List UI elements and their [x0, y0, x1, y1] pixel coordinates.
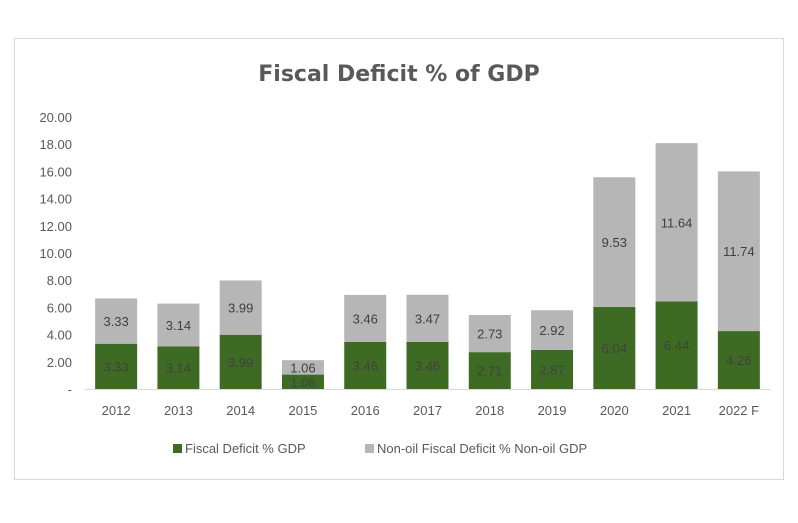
data-label-nonoil: 11.74: [723, 244, 755, 259]
legend-swatch-nonoil: [365, 444, 374, 453]
data-label-nonoil: 3.47: [415, 311, 440, 326]
bar-fiscal-deficit: [717, 331, 760, 389]
bar-nonoil-deficit: [593, 177, 636, 307]
data-label-fiscal: 3.46: [415, 358, 440, 373]
bar-nonoil-deficit: [344, 294, 387, 342]
data-label-fiscal: 6.44: [664, 338, 689, 353]
bar-nonoil-deficit: [468, 315, 511, 353]
legend-label-fiscal: Fiscal Deficit % GDP: [185, 441, 306, 456]
data-label-fiscal: 2.87: [539, 362, 564, 377]
data-label-nonoil: 2.73: [477, 327, 502, 342]
bar-nonoil-deficit: [281, 360, 324, 375]
legend-swatch-fiscal: [173, 444, 182, 453]
bars: [95, 143, 760, 389]
legend-label-nonoil: Non-oil Fiscal Deficit % Non-oil GDP: [377, 441, 588, 456]
data-label-fiscal: 1.06: [290, 375, 315, 390]
y-tick-label: 12.00: [39, 219, 72, 234]
y-tick-label: 16.00: [39, 164, 72, 179]
bar-fiscal-deficit: [344, 341, 387, 389]
x-tick-label: 2015: [288, 403, 317, 418]
data-label-fiscal: 3.46: [353, 358, 378, 373]
data-labels: 3.33 3.33 3.14 3.14 3.99 3.99 1.061.06 3.46 3.46…: [103, 215, 754, 390]
y-tick-label: 8.00: [47, 273, 72, 288]
bar-fiscal-deficit: [219, 334, 262, 389]
data-label-fiscal: 4.26: [726, 353, 751, 368]
data-label-nonoil: 3.99: [228, 301, 253, 316]
x-tick-label: 2013: [164, 403, 193, 418]
legend-item-nonoil: Non-oil Fiscal Deficit % Non-oil GDP: [365, 441, 587, 456]
y-tick-label: 2.00: [47, 355, 72, 370]
chart-title: Fiscal Deficit % of GDP: [258, 62, 540, 87]
x-tick-label: 2021: [662, 403, 691, 418]
data-label-fiscal: 2.71: [477, 364, 502, 379]
y-tick-label: 20.00: [39, 110, 72, 125]
data-label-nonoil: 11.64: [661, 215, 693, 230]
legend-item-fiscal: Fiscal Deficit % GDP: [173, 441, 306, 456]
x-tick-label: 2019: [538, 403, 567, 418]
data-label-fiscal: 3.99: [228, 355, 253, 370]
data-label-nonoil: 3.46: [353, 311, 378, 326]
y-tick-label: 10.00: [39, 246, 72, 261]
y-tick-label: -: [68, 382, 72, 397]
data-label-nonoil: 3.14: [166, 318, 191, 333]
y-tick-label: 6.00: [47, 300, 72, 315]
data-label-nonoil: 9.53: [602, 235, 627, 250]
x-tick-label: 2022 F: [719, 403, 760, 418]
bar-nonoil-deficit: [531, 310, 574, 350]
x-axis: 2012 2013 2014 2015 2016 2017 2018 2019 2020 2021…: [85, 389, 770, 418]
bar-nonoil-deficit: [95, 298, 138, 344]
x-tick-label: 2014: [226, 403, 255, 418]
bar-fiscal-deficit: [406, 341, 449, 389]
y-tick-label: 18.00: [39, 137, 72, 152]
y-axis: - 2.00 4.00 6.00 8.00 10.00 12.00 14.00 16.00 18.…: [39, 110, 72, 397]
data-label-nonoil: 2.92: [539, 323, 564, 338]
x-tick-label: 2018: [475, 403, 504, 418]
bar-nonoil-deficit: [406, 294, 449, 342]
legend: Fiscal Deficit % GDP Non-oil Fiscal Defi…: [0, 441, 798, 461]
x-tick-label: 2012: [102, 403, 131, 418]
data-label-fiscal: 3.14: [166, 361, 191, 376]
bar-nonoil-deficit: [655, 143, 698, 302]
bar-fiscal-deficit: [95, 343, 138, 389]
x-tick-label: 2020: [600, 403, 629, 418]
y-tick-label: 4.00: [47, 328, 72, 343]
data-label-nonoil: 1.06: [290, 360, 315, 375]
bar-fiscal-deficit: [468, 352, 511, 389]
x-tick-label: 2017: [413, 403, 442, 418]
data-label-fiscal: 3.33: [103, 359, 128, 374]
bar-nonoil-deficit: [717, 171, 760, 332]
data-label-fiscal: 6.04: [602, 341, 627, 356]
bar-fiscal-deficit: [655, 301, 698, 389]
bar-fiscal-deficit: [593, 306, 636, 389]
bar-fiscal-deficit: [281, 374, 324, 389]
bar-fiscal-deficit: [157, 346, 200, 389]
data-label-nonoil: 3.33: [103, 314, 128, 329]
bar-nonoil-deficit: [157, 303, 200, 347]
x-tick-label: 2016: [351, 403, 380, 418]
bar-fiscal-deficit: [531, 349, 574, 389]
y-tick-label: 14.00: [39, 192, 72, 207]
bar-nonoil-deficit: [219, 280, 262, 335]
